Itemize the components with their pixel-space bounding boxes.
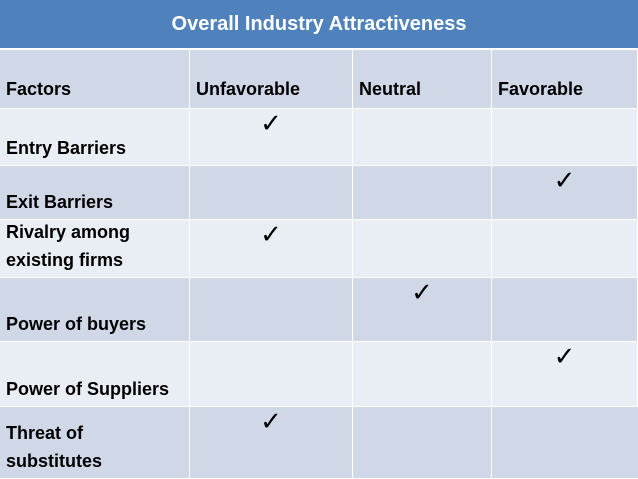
cell-rivalry-neutral [353, 220, 492, 278]
cell-exit-barriers-neutral [353, 166, 492, 220]
row-factor-power-of-buyers: Power of buyers [0, 278, 190, 342]
cell-suppliers-favorable: ✓ [492, 342, 638, 407]
row-factor-entry-barriers: Entry Barriers [0, 109, 190, 166]
column-header-unfavorable: Unfavorable [190, 50, 353, 109]
cell-entry-barriers-unfavorable: ✓ [190, 109, 353, 166]
cell-substitutes-favorable [492, 407, 638, 479]
checkmark-icon: ✓ [411, 278, 433, 308]
checkmark-icon: ✓ [260, 220, 282, 250]
checkmark-icon: ✓ [553, 166, 576, 196]
cell-entry-barriers-neutral [353, 109, 492, 166]
column-header-neutral: Neutral [353, 50, 492, 109]
cell-rivalry-unfavorable: ✓ [190, 220, 353, 278]
cell-substitutes-unfavorable: ✓ [190, 407, 353, 479]
row-factor-exit-barriers: Exit Barriers [0, 166, 190, 220]
row-factor-rivalry: Rivalry among existing firms [0, 220, 190, 278]
table-title: Overall Industry Attractiveness [0, 0, 638, 50]
cell-entry-barriers-favorable [492, 109, 638, 166]
cell-buyers-unfavorable [190, 278, 353, 342]
row-factor-threat-of-substitutes: Threat of substitutes [0, 407, 190, 479]
cell-exit-barriers-unfavorable [190, 166, 353, 220]
cell-suppliers-unfavorable [190, 342, 353, 407]
cell-buyers-neutral: ✓ [353, 278, 492, 342]
row-factor-power-of-suppliers: Power of Suppliers [0, 342, 190, 407]
cell-rivalry-favorable [492, 220, 638, 278]
cell-buyers-favorable [492, 278, 638, 342]
checkmark-icon: ✓ [553, 342, 576, 372]
checkmark-icon: ✓ [260, 407, 282, 437]
cell-suppliers-neutral [353, 342, 492, 407]
checkmark-icon: ✓ [260, 109, 282, 139]
column-header-favorable: Favorable [492, 50, 638, 109]
cell-substitutes-neutral [353, 407, 492, 479]
cell-exit-barriers-favorable: ✓ [492, 166, 638, 220]
column-header-factors: Factors [0, 50, 190, 109]
